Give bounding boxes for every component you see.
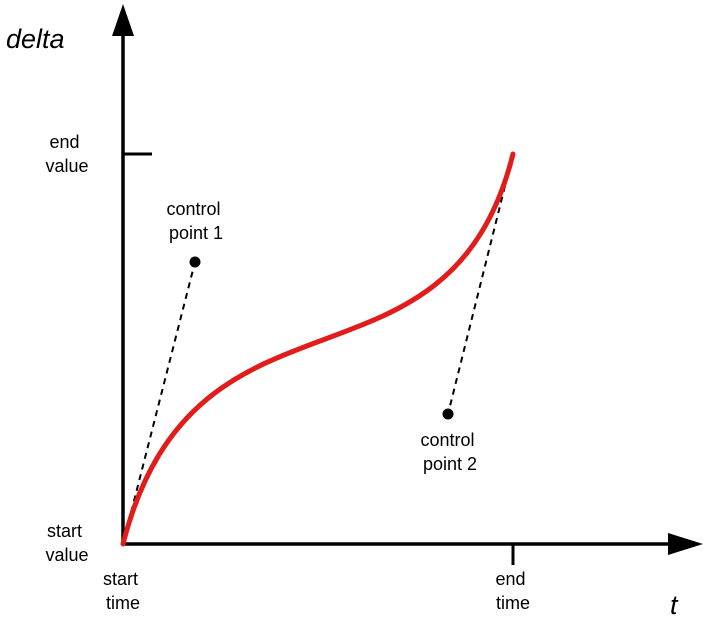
end-time-label: end time <box>495 569 530 613</box>
control-point-2-guide <box>447 153 514 415</box>
x-axis-title: t <box>670 590 679 620</box>
end-value-label: end value <box>45 132 88 176</box>
control-point-2-label: control point 2 <box>420 430 479 474</box>
x-axis-arrow-icon <box>668 533 703 555</box>
control-point-1-guide <box>122 261 196 545</box>
y-axis-title: delta <box>6 24 65 54</box>
y-axis-arrow-icon <box>112 4 134 36</box>
control-point-1-marker <box>189 256 201 268</box>
start-value-label: start value <box>45 521 88 565</box>
start-time-label: start time <box>103 569 143 613</box>
control-point-1-label: control point 1 <box>166 199 225 243</box>
easing-curve <box>120 151 516 547</box>
control-point-2-marker <box>442 408 454 420</box>
